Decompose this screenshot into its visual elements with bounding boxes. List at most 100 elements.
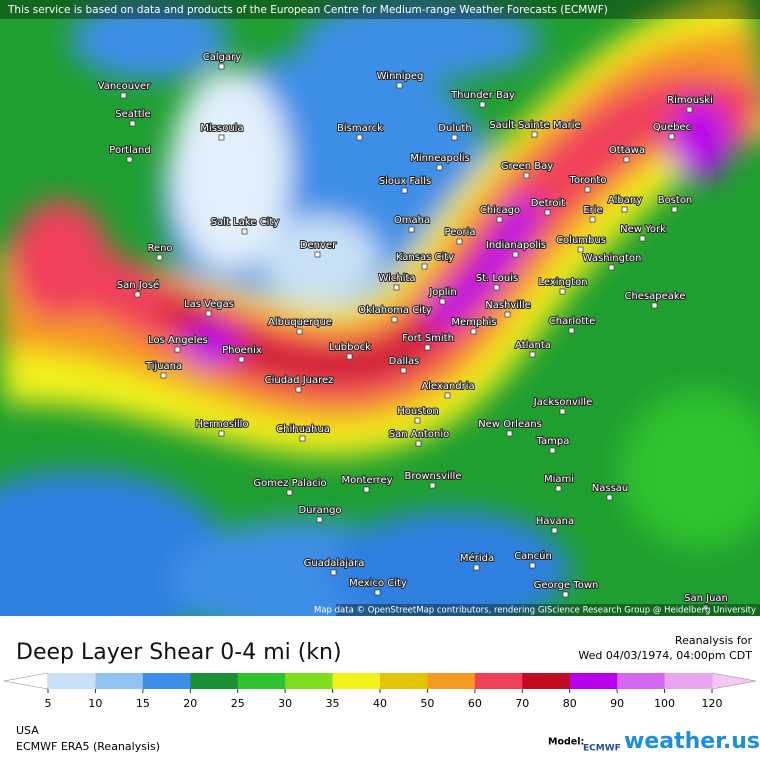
city-label: Durango <box>298 505 341 516</box>
colorbar-segment <box>380 673 428 689</box>
city-label: Quebec <box>653 122 691 133</box>
city-label: Salt Lake City <box>211 217 280 228</box>
city-label: Wichita <box>378 273 415 284</box>
city-label: Columbus <box>556 235 606 246</box>
city-marker <box>174 346 181 353</box>
city-label: Guadalajara <box>304 558 365 569</box>
colorbar-segment <box>95 673 144 689</box>
city-label: Green Bay <box>501 161 553 172</box>
city-marker <box>493 284 500 291</box>
city-label: Fort Smith <box>402 333 454 344</box>
city-marker <box>330 569 337 576</box>
city-marker <box>391 316 398 323</box>
legend-title: Deep Layer Shear 0-4 mi (kn) <box>16 640 342 665</box>
city-marker <box>639 235 646 242</box>
colorbar-tick-label: 30 <box>278 697 292 710</box>
city-label: Bismarck <box>337 123 383 134</box>
model: ECMWF ERA5 (Reanalysis) <box>16 740 160 753</box>
city-marker <box>316 516 323 523</box>
city-label: Winnipeg <box>377 71 424 82</box>
city-label: Tijuana <box>145 361 182 372</box>
city-marker <box>400 367 407 374</box>
colorbar-tick-label: 20 <box>183 697 197 710</box>
city-marker <box>296 328 303 335</box>
city-marker <box>401 187 408 194</box>
city-label: Tampa <box>536 436 570 447</box>
colorbar-over <box>711 672 757 690</box>
city-label: Las Vegas <box>184 299 234 310</box>
city-marker <box>408 226 415 233</box>
city-marker <box>551 527 558 534</box>
city-marker <box>363 486 370 493</box>
colorbar-segment <box>474 673 523 689</box>
city-label: Sioux Falls <box>379 176 431 187</box>
city-marker <box>496 216 503 223</box>
colorbar-tick-label: 10 <box>88 697 102 710</box>
city-marker <box>238 356 245 363</box>
city-label: George Town <box>534 580 599 591</box>
colorbar-tick-label: 100 <box>654 697 675 710</box>
colorbar-tick-label: 25 <box>231 697 245 710</box>
city-marker <box>531 131 538 138</box>
colorbar-segment <box>332 673 381 689</box>
city-label: Washington <box>583 253 642 264</box>
city-marker <box>504 311 511 318</box>
model-logo: ECMWF <box>583 744 621 754</box>
city-label: Seattle <box>115 109 150 120</box>
city-label: Chihuahua <box>276 424 330 435</box>
city-marker <box>589 216 596 223</box>
city-label: Miami <box>544 474 574 485</box>
city-marker <box>424 344 431 351</box>
city-marker <box>668 133 675 140</box>
city-marker <box>456 238 463 245</box>
city-marker <box>444 392 451 399</box>
colorbar-segment <box>569 673 618 689</box>
colorbar: 5 10 15 20 25 30 35 40 50 60 70 80 90 100 120 <box>3 672 757 710</box>
city-label: Vancouver <box>98 81 152 92</box>
city-label: Lubbock <box>329 342 371 353</box>
city-marker <box>160 372 167 379</box>
city-label: New York <box>620 224 666 235</box>
city-marker <box>120 92 127 99</box>
city-label: Reno <box>147 243 172 254</box>
city-label: Missoula <box>200 123 243 134</box>
city-marker <box>562 591 569 598</box>
city-label: Los Angeles <box>148 335 208 346</box>
city-marker <box>299 435 306 442</box>
city-marker <box>429 482 436 489</box>
city-label: Chesapeake <box>624 291 685 302</box>
city-marker <box>129 120 136 127</box>
city-marker <box>544 209 551 216</box>
city-marker <box>506 430 513 437</box>
city-marker <box>584 186 591 193</box>
city-label: Duluth <box>438 123 471 134</box>
city-label: Mérida <box>460 552 494 564</box>
city-marker <box>126 156 133 163</box>
city-label: Nassau <box>592 483 629 494</box>
city-label: Rimouski <box>667 95 713 106</box>
city-marker <box>205 310 212 317</box>
city-marker <box>218 430 225 437</box>
city-label: Toronto <box>569 175 607 186</box>
city-label: Jacksonville <box>533 397 592 408</box>
city-marker <box>346 353 353 360</box>
notice-bar <box>0 0 760 19</box>
city-label: Ottawa <box>609 145 645 156</box>
city-marker <box>436 164 443 171</box>
notice: This service is based on data and produc… <box>7 4 608 16</box>
city-label: Denver <box>300 240 337 251</box>
colorbar-segment <box>142 673 191 689</box>
city-label: Kansas City <box>396 252 454 263</box>
city-marker <box>568 327 575 334</box>
city-marker <box>608 264 615 271</box>
colorbar-tick-label: 50 <box>420 697 434 710</box>
city-marker <box>156 254 163 261</box>
city-marker <box>577 246 584 253</box>
city-label: Minneapolis <box>410 153 470 164</box>
city-label: Atlanta <box>515 340 551 351</box>
map-credit: Map data © OpenStreetMap contributors, r… <box>314 606 756 616</box>
city-marker <box>396 82 403 89</box>
city-label: Dallas <box>389 356 420 367</box>
city-marker <box>134 291 141 298</box>
city-label: Phoenix <box>222 345 262 356</box>
